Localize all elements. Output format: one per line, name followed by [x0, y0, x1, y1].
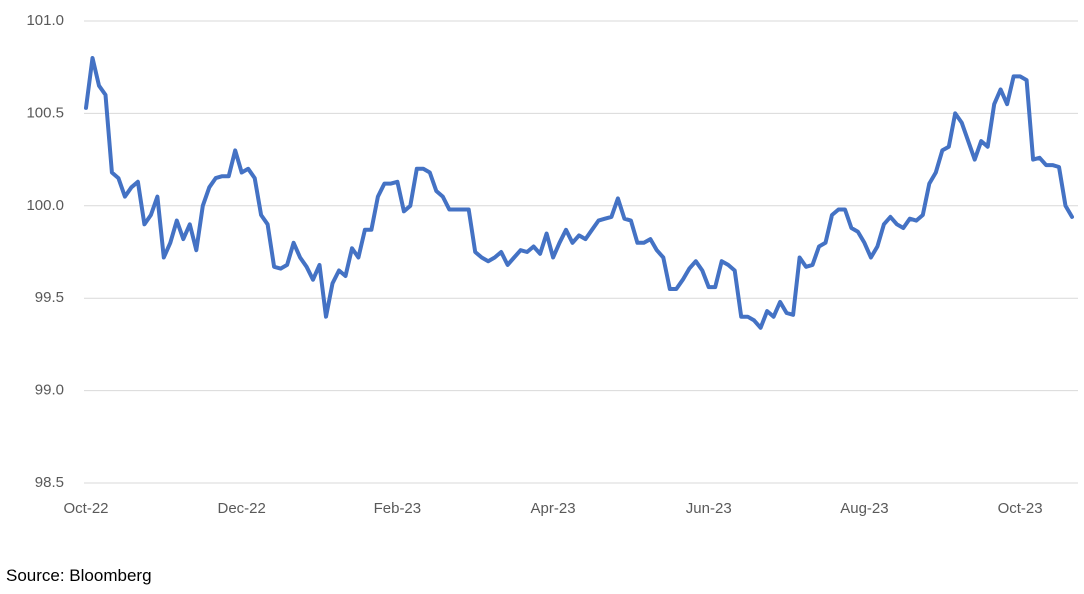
y-tick-label: 101.0 — [26, 12, 64, 29]
y-tick-label: 98.5 — [35, 474, 64, 491]
x-tick-label: Feb-23 — [374, 500, 422, 517]
x-tick-label: Oct-22 — [63, 500, 108, 517]
data-line — [84, 56, 1074, 330]
y-tick-label: 100.5 — [26, 104, 64, 121]
y-tick-label: 100.0 — [26, 197, 64, 214]
chart: 98.5 99.0 99.5 100.0 100.5 101.0 Oct-22 Dec-22 F… — [26, 12, 1078, 517]
x-tick-label: Jun-23 — [686, 500, 732, 517]
x-tick-label: Aug-23 — [840, 500, 888, 517]
y-tick-label: 99.5 — [35, 289, 64, 306]
y-tick-label: 99.0 — [35, 382, 64, 399]
source-note: Source: Bloomberg — [6, 566, 152, 585]
x-tick-label: Dec-22 — [218, 500, 266, 517]
x-tick-label: Apr-23 — [531, 500, 576, 517]
x-tick-label: Oct-23 — [998, 500, 1043, 517]
